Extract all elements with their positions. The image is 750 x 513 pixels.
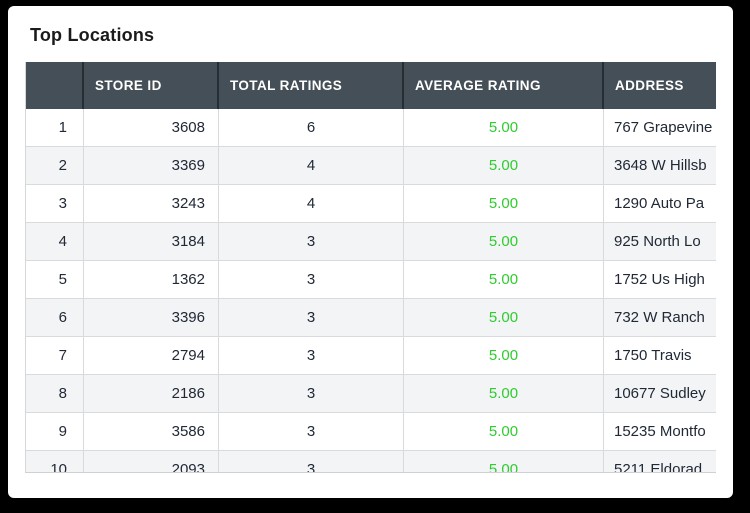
- top-locations-table: STORE ID TOTAL RATINGS AVERAGE RATING AD…: [26, 62, 716, 472]
- header-average-rating[interactable]: AVERAGE RATING: [404, 62, 604, 109]
- rank-cell: 3: [26, 185, 84, 223]
- rank-cell: 2: [26, 147, 84, 185]
- table-header: STORE ID TOTAL RATINGS AVERAGE RATING AD…: [26, 62, 716, 109]
- table-row[interactable]: 3 3243 4 5.00 1290 Auto Pa: [26, 185, 716, 223]
- rank-cell: 4: [26, 223, 84, 261]
- store-id-cell: 3369: [84, 147, 219, 185]
- table-row[interactable]: 2 3369 4 5.00 3648 W Hillsb: [26, 147, 716, 185]
- average-rating-cell: 5.00: [404, 147, 604, 185]
- average-rating-cell: 5.00: [404, 299, 604, 337]
- address-cell: 767 Grapevine: [604, 109, 716, 147]
- store-id-cell: 3243: [84, 185, 219, 223]
- table-row[interactable]: 5 1362 3 5.00 1752 Us High: [26, 261, 716, 299]
- rank-cell: 8: [26, 375, 84, 413]
- rank-cell: 9: [26, 413, 84, 451]
- address-cell: 732 W Ranch: [604, 299, 716, 337]
- store-id-cell: 1362: [84, 261, 219, 299]
- average-rating-cell: 5.00: [404, 223, 604, 261]
- table-row[interactable]: 7 2794 3 5.00 1750 Travis: [26, 337, 716, 375]
- table-row[interactable]: 9 3586 3 5.00 15235 Montfo: [26, 413, 716, 451]
- page-title: Top Locations: [30, 25, 155, 45]
- average-rating-cell: 5.00: [404, 413, 604, 451]
- total-ratings-cell: 4: [219, 147, 404, 185]
- table-row[interactable]: 4 3184 3 5.00 925 North Lo: [26, 223, 716, 261]
- total-ratings-cell: 6: [219, 109, 404, 147]
- total-ratings-cell: 3: [219, 413, 404, 451]
- store-id-cell: 2093: [84, 451, 219, 472]
- header-total-ratings[interactable]: TOTAL RATINGS: [219, 62, 404, 109]
- total-ratings-cell: 3: [219, 375, 404, 413]
- total-ratings-cell: 4: [219, 185, 404, 223]
- address-cell: 10677 Sudley: [604, 375, 716, 413]
- table-row[interactable]: 10 2093 3 5.00 5211 Eldorad: [26, 451, 716, 472]
- store-id-cell: 3184: [84, 223, 219, 261]
- total-ratings-cell: 3: [219, 337, 404, 375]
- total-ratings-cell: 3: [219, 261, 404, 299]
- dashboard-panel: Top Locations STORE ID TOTAL RATINGS AVE…: [8, 6, 733, 498]
- store-id-cell: 2794: [84, 337, 219, 375]
- total-ratings-cell: 3: [219, 223, 404, 261]
- table-body: 1 3608 6 5.00 767 Grapevine 2 3369 4 5.0…: [26, 109, 716, 472]
- average-rating-cell: 5.00: [404, 451, 604, 472]
- average-rating-cell: 5.00: [404, 337, 604, 375]
- header-address[interactable]: ADDRESS: [604, 62, 716, 109]
- address-cell: 3648 W Hillsb: [604, 147, 716, 185]
- address-cell: 1290 Auto Pa: [604, 185, 716, 223]
- total-ratings-cell: 3: [219, 299, 404, 337]
- average-rating-cell: 5.00: [404, 109, 604, 147]
- address-cell: 925 North Lo: [604, 223, 716, 261]
- address-cell: 1752 Us High: [604, 261, 716, 299]
- store-id-cell: 3586: [84, 413, 219, 451]
- average-rating-cell: 5.00: [404, 261, 604, 299]
- rank-cell: 6: [26, 299, 84, 337]
- table-row[interactable]: 1 3608 6 5.00 767 Grapevine: [26, 109, 716, 147]
- average-rating-cell: 5.00: [404, 375, 604, 413]
- rank-cell: 1: [26, 109, 84, 147]
- table-row[interactable]: 8 2186 3 5.00 10677 Sudley: [26, 375, 716, 413]
- address-cell: 5211 Eldorad: [604, 451, 716, 472]
- average-rating-cell: 5.00: [404, 185, 604, 223]
- address-cell: 1750 Travis: [604, 337, 716, 375]
- rank-cell: 10: [26, 451, 84, 472]
- header-store-id[interactable]: STORE ID: [84, 62, 219, 109]
- total-ratings-cell: 3: [219, 451, 404, 472]
- store-id-cell: 2186: [84, 375, 219, 413]
- header-rank: [26, 62, 84, 109]
- store-id-cell: 3608: [84, 109, 219, 147]
- rank-cell: 5: [26, 261, 84, 299]
- address-cell: 15235 Montfo: [604, 413, 716, 451]
- table-row[interactable]: 6 3396 3 5.00 732 W Ranch: [26, 299, 716, 337]
- table-header-row: STORE ID TOTAL RATINGS AVERAGE RATING AD…: [26, 62, 716, 109]
- top-locations-table-scroll-region[interactable]: STORE ID TOTAL RATINGS AVERAGE RATING AD…: [25, 62, 716, 473]
- store-id-cell: 3396: [84, 299, 219, 337]
- rank-cell: 7: [26, 337, 84, 375]
